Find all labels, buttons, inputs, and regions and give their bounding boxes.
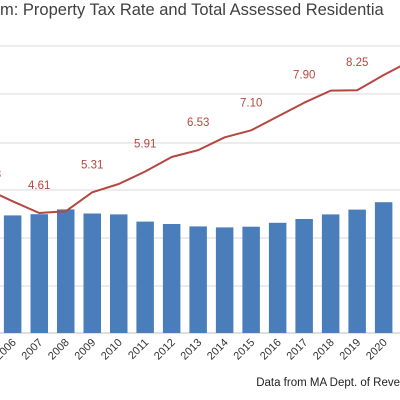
- bar-2015: [242, 226, 260, 333]
- chart-title: m: Property Tax Rate and Total Assessed …: [0, 1, 384, 19]
- bar-2012: [162, 224, 181, 333]
- x-tick-2009: 2009: [73, 337, 99, 363]
- x-tick-2012: 2012: [152, 337, 178, 363]
- x-tick-2019: 2019: [338, 337, 364, 363]
- x-tick-2006: 2006: [0, 337, 19, 363]
- data-labels: 3 4.61 5.31 5.91 6.53 7.10 7.90 8.25: [0, 57, 368, 192]
- x-tick-2013: 2013: [179, 337, 205, 363]
- x-tick-2007: 2007: [20, 337, 46, 363]
- x-tick-2008: 2008: [46, 337, 72, 363]
- bar-2019: [348, 209, 366, 333]
- bar-2017: [295, 219, 313, 333]
- x-tick-2011: 2011: [126, 337, 151, 362]
- bar-2016: [268, 222, 287, 333]
- x-tick-2016: 2016: [258, 337, 284, 363]
- data-label-2007: 4.61: [28, 180, 50, 192]
- x-tick-2020: 2020: [364, 337, 390, 363]
- bar-2006: [3, 215, 22, 333]
- x-axis-ticks: 2006 2007 2008 2009 2010 2011 2012 2013 2014 2015…: [0, 337, 400, 363]
- bar-2009: [83, 213, 101, 333]
- data-label-2015: 7.10: [240, 97, 262, 109]
- bar-2008: [57, 209, 75, 333]
- x-tick-2018: 2018: [311, 337, 337, 363]
- x-tick-2015: 2015: [232, 337, 258, 363]
- x-tick-2010: 2010: [99, 337, 125, 363]
- bar-2018: [321, 214, 340, 333]
- data-label-2017: 7.90: [293, 70, 315, 82]
- bar-2013: [189, 226, 207, 333]
- source-note: Data from MA Dept. of Reve: [256, 377, 400, 389]
- data-label-2019: 8.25: [346, 57, 368, 69]
- bar-2020: [374, 202, 393, 333]
- bar-2011: [136, 221, 154, 333]
- data-label-2013: 6.53: [187, 117, 209, 129]
- data-label-2011: 5.91: [134, 139, 156, 151]
- bar-2007: [30, 214, 48, 333]
- data-label-2006: 3: [0, 169, 1, 181]
- x-tick-2014: 2014: [205, 337, 231, 363]
- line-series: [0, 65, 400, 214]
- bar-series: [3, 202, 393, 333]
- data-label-2009: 5.31: [81, 159, 103, 171]
- bar-2010: [110, 214, 128, 333]
- x-tick-2017: 2017: [285, 337, 311, 363]
- bar-2014: [215, 227, 234, 333]
